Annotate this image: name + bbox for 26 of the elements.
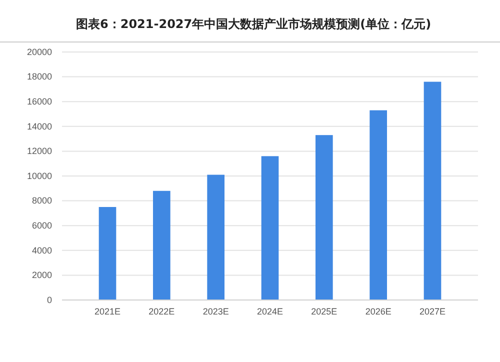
y-tick-label: 14000 [26, 121, 52, 132]
y-tick-label: 2000 [32, 270, 52, 280]
x-tick-label: 2022E [148, 306, 175, 316]
y-tick-label: 20000 [26, 46, 52, 57]
y-tick-label: 12000 [26, 146, 52, 156]
y-tick-label: 6000 [32, 220, 52, 230]
bar [207, 174, 224, 300]
y-tick-label: 0 [46, 294, 52, 305]
y-tick-label: 8000 [32, 196, 52, 206]
bar [153, 190, 170, 300]
x-tick-label: 2023E [202, 306, 229, 316]
chart-title: 图表6：2021-2027年中国大数据产业市场规模预测(单位：亿元) [76, 17, 432, 31]
x-tick-label: 2021E [94, 306, 121, 316]
bar [424, 82, 442, 300]
y-tick-label: 10000 [26, 170, 52, 181]
bar [370, 110, 387, 300]
x-tick-label: 2027E [419, 306, 446, 316]
x-tick-label: 2026E [365, 306, 392, 316]
y-tick-label: 4000 [32, 245, 52, 256]
bar [98, 207, 116, 300]
x-tick-label: 2024E [256, 306, 284, 316]
bar [316, 135, 333, 300]
y-tick-label: 16000 [26, 96, 52, 106]
x-tick-label: 2025E [311, 306, 338, 316]
bar [261, 156, 279, 300]
y-tick-label: 18000 [26, 72, 52, 82]
